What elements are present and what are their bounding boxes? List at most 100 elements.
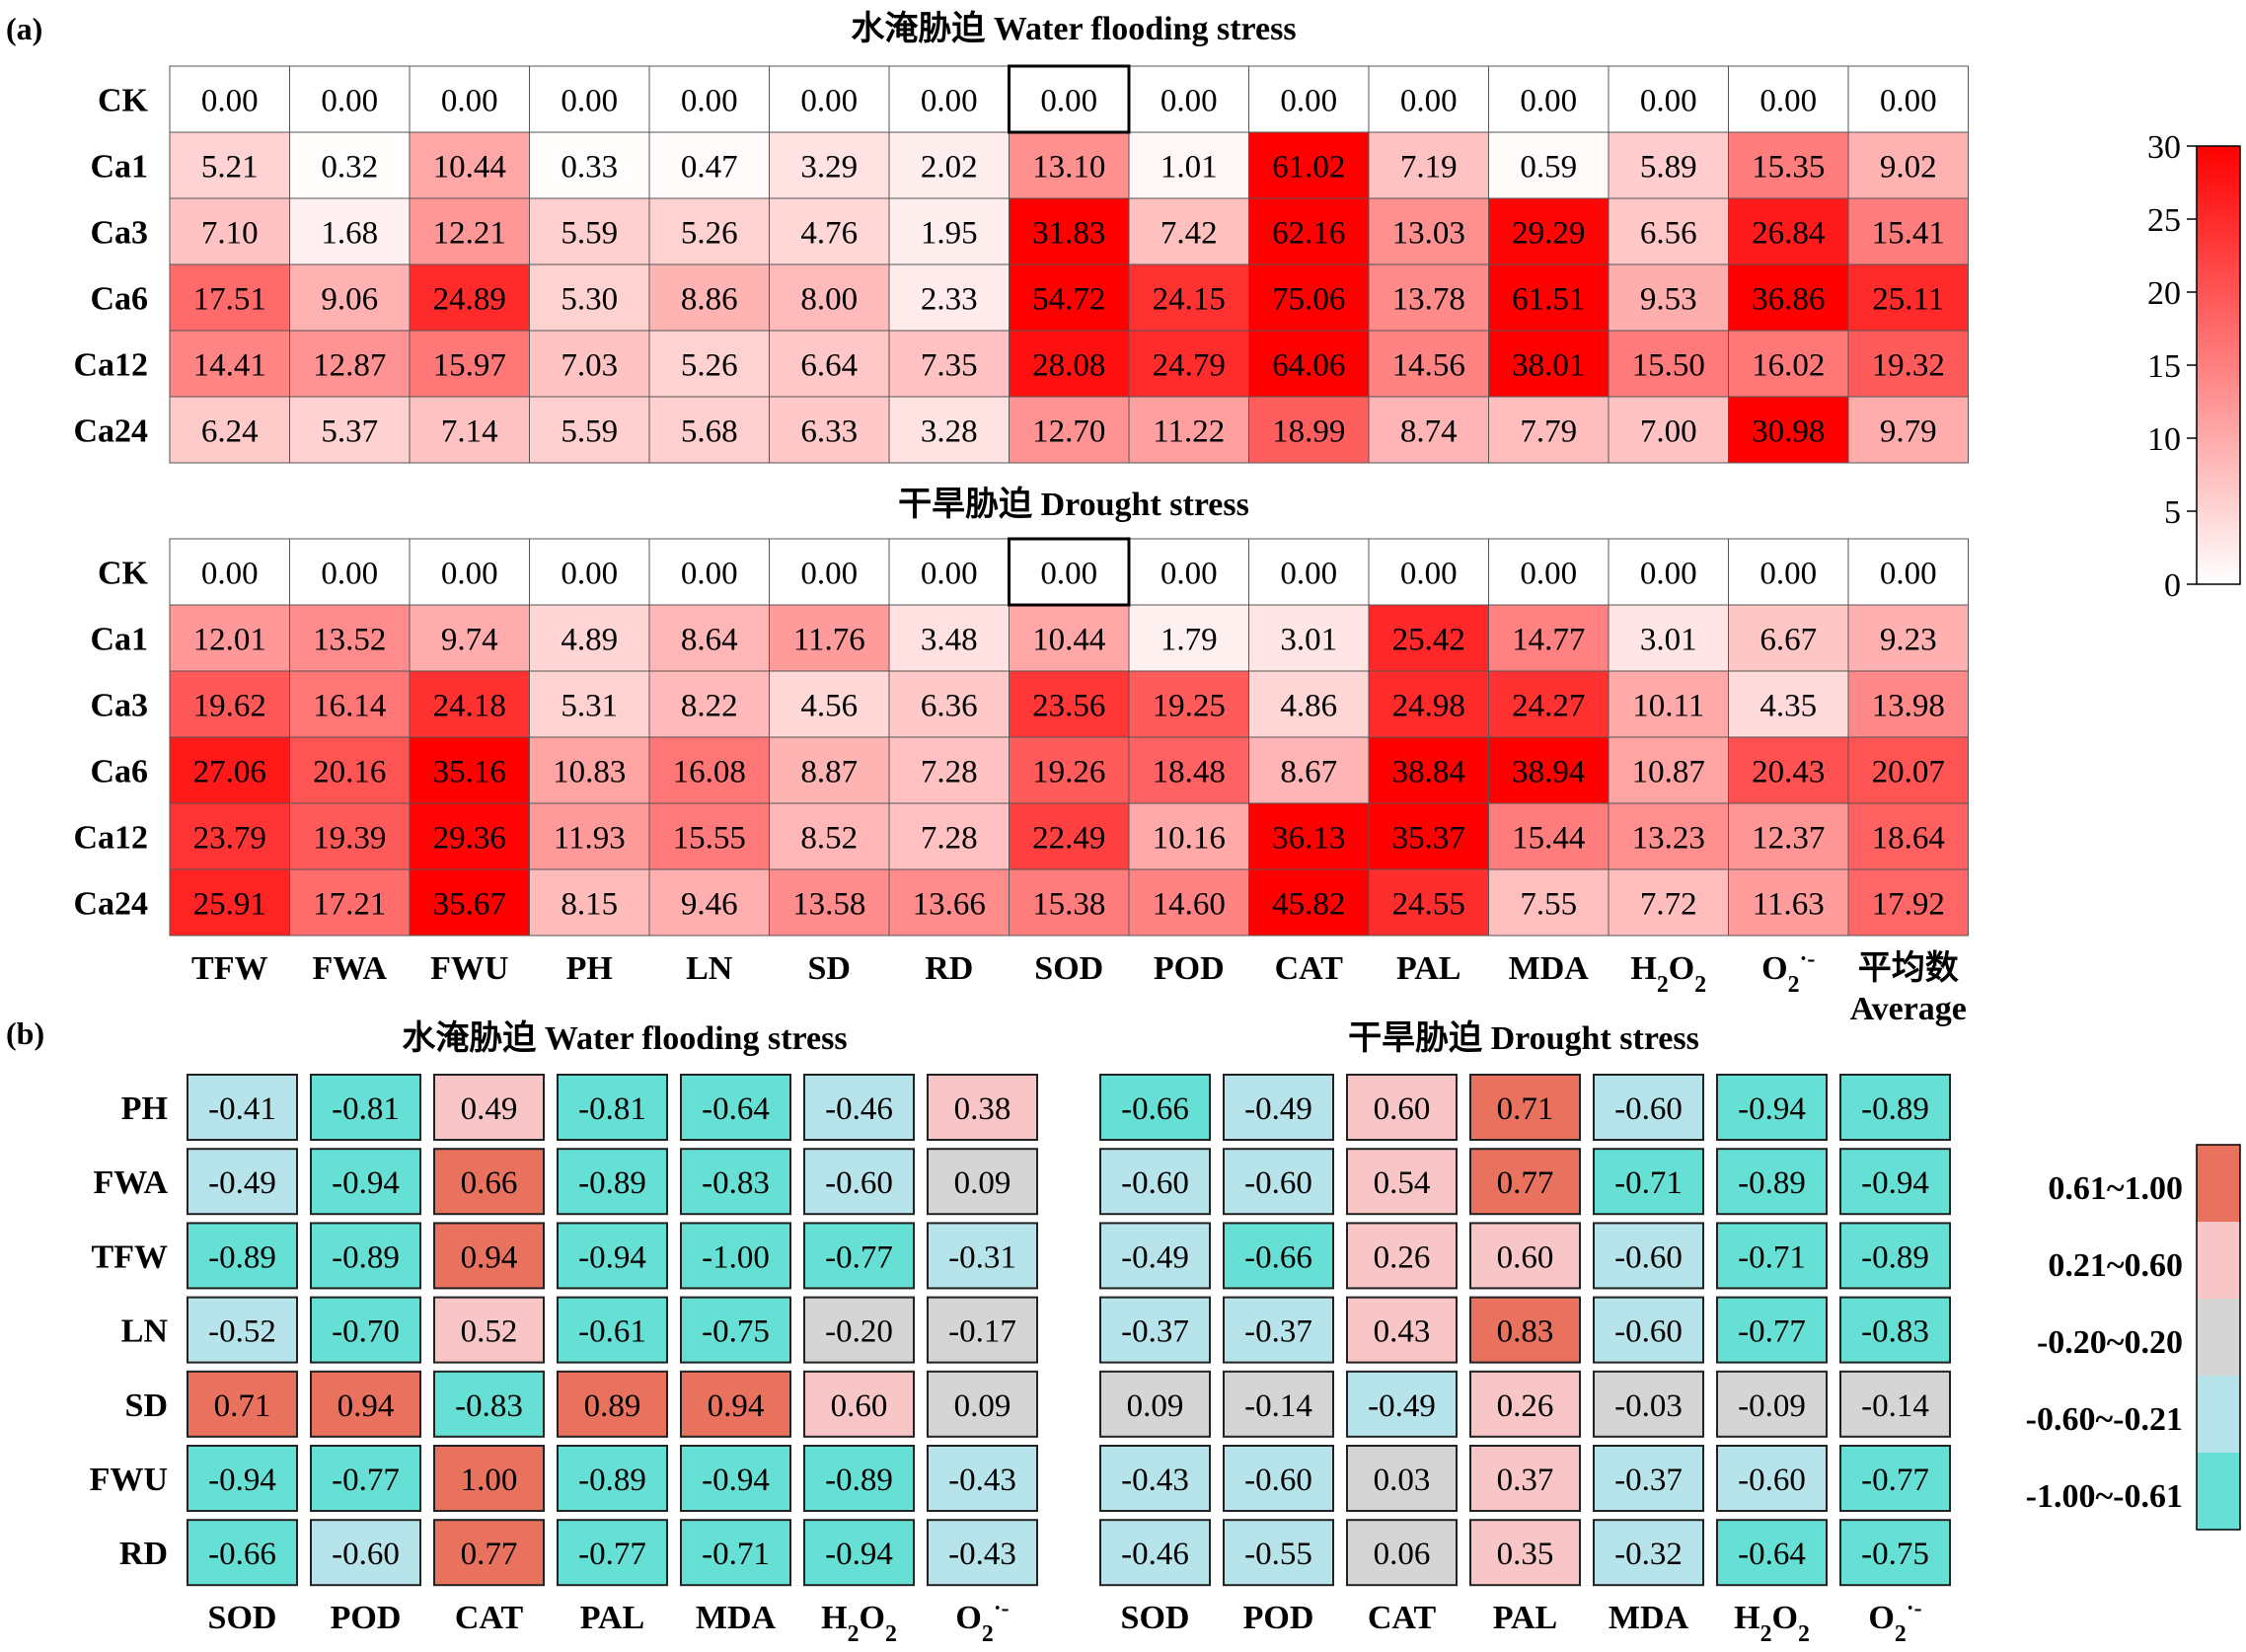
flooding-value-label: 29.29: [1512, 216, 1585, 252]
flooding-corr-cell: [310, 1519, 421, 1587]
flooding-cell: [529, 330, 650, 398]
drought-corr-cell: [1469, 1519, 1581, 1587]
drought-corr-value-label: -0.60: [1244, 1463, 1312, 1498]
legend-label: 0.61~1.00: [2048, 1170, 2183, 1207]
drought-cell: [169, 802, 290, 870]
drought-corr-value-label: -0.37: [1614, 1463, 1683, 1498]
flooding-cell: [1248, 330, 1370, 398]
drought-corr-cell: [1223, 1296, 1334, 1364]
drought-value-label: 19.26: [1032, 755, 1105, 790]
drought-value-label: 36.13: [1272, 821, 1345, 857]
flooding-value-label: 14.56: [1392, 348, 1465, 384]
drought-corr-cell: [1099, 1148, 1211, 1216]
drought-corr-cell: [1839, 1370, 1951, 1438]
drought-corr-cell: [1346, 1370, 1458, 1438]
flooding-corr-cell: [680, 1445, 791, 1512]
drought-corr-value-label: -0.60: [1121, 1165, 1189, 1201]
drought-cell: [1248, 538, 1370, 606]
flooding-corr-cell: [433, 1222, 545, 1290]
flooding-cell: [1847, 197, 1969, 265]
drought-corr-value-label: -0.71: [1738, 1239, 1806, 1275]
flooding-cell: [1847, 330, 1969, 398]
flooding-corr-cell: [557, 1074, 668, 1141]
drought-corr-cell: [1469, 1296, 1581, 1364]
drought-cell: [289, 604, 411, 672]
drought-corr-value-label: -0.60: [1614, 1314, 1683, 1350]
drought-corr-value-label: 0.60: [1497, 1239, 1554, 1275]
flooding-value-label: 9.06: [321, 282, 378, 318]
drought-corr-cell: [1716, 1445, 1828, 1512]
flooding-corr-cell: [803, 1222, 915, 1290]
colorbar-tick-label: 5: [2164, 494, 2181, 531]
flooding-cell: [1728, 65, 1849, 133]
drought-corr-cell: [1839, 1519, 1951, 1587]
drought-cell: [169, 868, 290, 937]
drought-corr-value-label: -0.64: [1738, 1537, 1806, 1572]
drought-value-label: 8.87: [800, 755, 858, 790]
drought-value-label: 20.07: [1872, 755, 1945, 790]
drought-corr-cell: [1099, 1519, 1211, 1587]
flooding-value-label: 9.02: [1880, 150, 1937, 186]
drought-cell: [1608, 868, 1729, 937]
flooding-corr-cell: [927, 1222, 1038, 1290]
flooding-value-label: 6.33: [800, 414, 858, 450]
drought-value-label: 3.48: [921, 623, 978, 658]
flooding-value-label: 25.11: [1872, 282, 1944, 318]
panel-a-label: (a): [6, 11, 42, 46]
drought-corr-value-label: -0.77: [1861, 1463, 1929, 1498]
flooding-corr-cell: [557, 1148, 668, 1216]
column-label: FWU: [430, 950, 508, 987]
drought-value-label: 13.58: [792, 887, 865, 923]
drought-corr-cell: [1346, 1148, 1458, 1216]
drought-cell: [1488, 538, 1610, 606]
flooding-cell: [1847, 396, 1969, 464]
drought-value-label: 0.00: [921, 557, 978, 592]
flooding-corr-value-label: -0.89: [332, 1239, 400, 1275]
flooding-corr-cell: [680, 1074, 791, 1141]
drought-corr-value-label: -0.14: [1861, 1389, 1929, 1424]
flooding-value-label: 75.06: [1272, 282, 1345, 318]
flooding-value-label: 0.00: [1759, 84, 1817, 119]
drought-corr-value-label: -0.32: [1614, 1537, 1683, 1572]
drought-corr-cell: [1469, 1370, 1581, 1438]
flooding-corr-column-label: CAT: [455, 1600, 524, 1636]
flooding-cell: [1128, 263, 1249, 332]
flooding-corr-cell: [557, 1222, 668, 1290]
column-label: H2O2: [1630, 950, 1706, 998]
flooding-corr-value-label: 0.09: [954, 1389, 1011, 1424]
drought-cell: [1847, 802, 1969, 870]
flooding-corr-value-label: 0.49: [461, 1091, 518, 1127]
drought-value-label: 19.25: [1153, 689, 1226, 724]
drought-corr-cell: [1716, 1519, 1828, 1587]
flooding-value-label: 24.79: [1153, 348, 1226, 384]
drought-value-label: 14.77: [1512, 623, 1585, 658]
drought-cell: [648, 604, 770, 672]
drought-cell: [1248, 736, 1370, 804]
flooding-value-label: 7.79: [1520, 414, 1577, 450]
flooding-cell: [1488, 263, 1610, 332]
drought-corr-value-label: -0.83: [1861, 1314, 1929, 1350]
drought-corr-cell: [1346, 1222, 1458, 1290]
drought-corr-cell: [1099, 1296, 1211, 1364]
drought-corr-value-label: 0.60: [1374, 1091, 1431, 1127]
drought-corr-value-label: 0.54: [1374, 1165, 1431, 1201]
flooding-cell: [409, 131, 530, 199]
drought-value-label: 0.00: [1160, 557, 1218, 592]
drought-value-label: 45.82: [1272, 887, 1345, 923]
flooding-value-label: 0.59: [1520, 150, 1577, 186]
flooding-cell: [1248, 263, 1370, 332]
drought-value-label: 7.55: [1520, 887, 1577, 923]
flooding-cell: [1728, 131, 1849, 199]
drought-corr-column-label: CAT: [1368, 1600, 1437, 1636]
drought-corr-cell: [1593, 1148, 1704, 1216]
flooding-cell: [169, 330, 290, 398]
heatmap-column-labels: TFW FWA FWU PH LN SD RD SOD POD CAT PAL MDA H2O2 O2·-…: [191, 946, 1967, 1027]
flooding-cell: [1488, 197, 1610, 265]
drought-corr-value-label: 0.26: [1497, 1389, 1554, 1424]
flooding-value-label: 0.00: [681, 84, 738, 119]
flooding-value-label: 15.50: [1632, 348, 1705, 384]
flooding-value-label: 0.00: [441, 84, 498, 119]
flooding-corr-cell: [433, 1445, 545, 1512]
drought-corr-column-label: SOD: [1121, 1600, 1190, 1636]
flooding-cell: [1248, 65, 1370, 133]
